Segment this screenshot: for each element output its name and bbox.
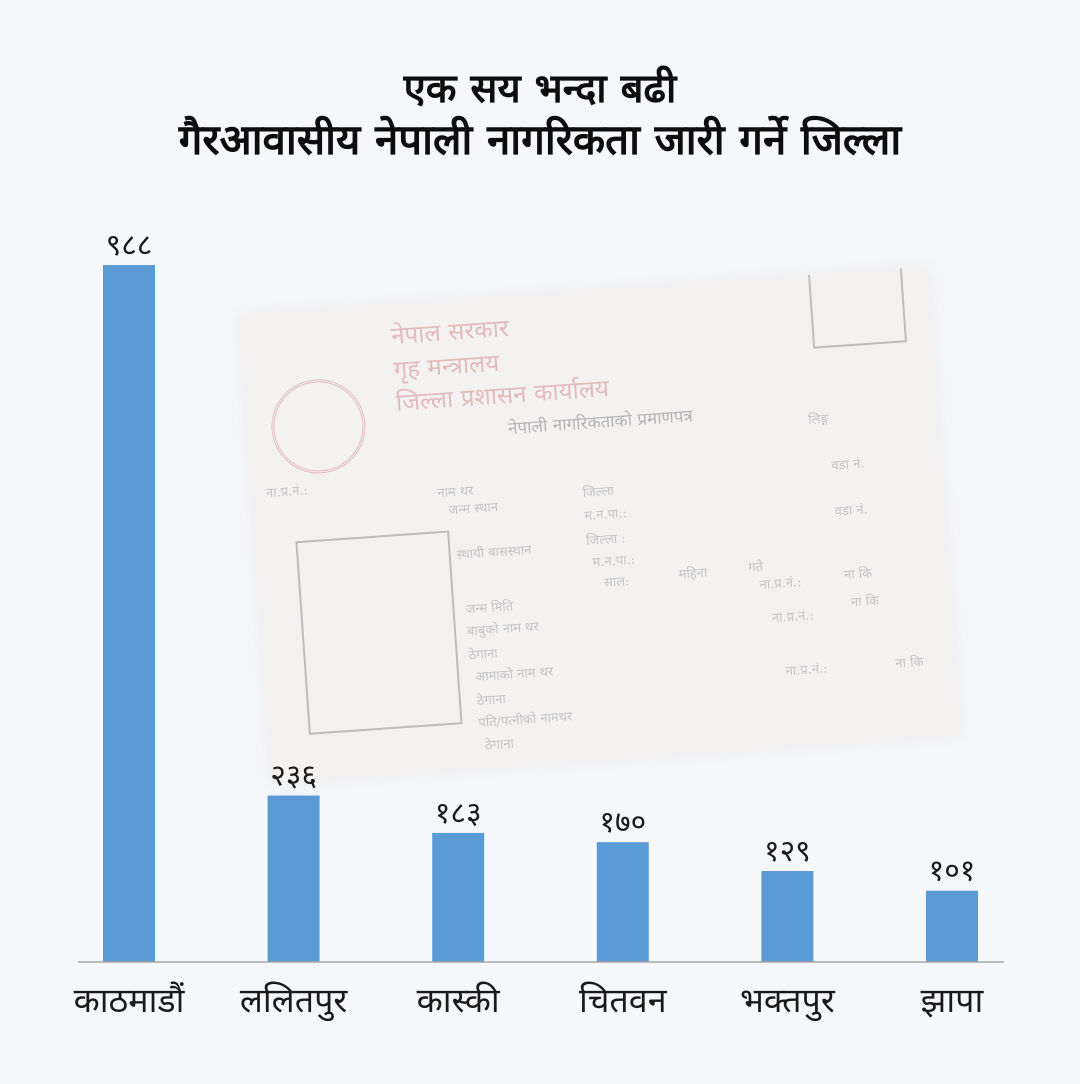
category-label: झापा — [921, 981, 985, 1021]
value-label: १७० — [599, 805, 646, 840]
category-label: कास्की — [417, 981, 501, 1021]
chart-title: एक सय भन्दा बढी गैरआवासीय नेपाली नागरिकत… — [0, 64, 1080, 167]
value-labels-group: ९८८ २३६ १८३ १७० १२९ १०१ — [106, 228, 976, 889]
value-label: ९८८ — [106, 228, 153, 263]
category-label: भक्तपुर — [740, 981, 836, 1022]
value-label: २३६ — [270, 759, 317, 794]
category-labels-group: काठमाडौं ललितपुर कास्की चितवन भक्तपुर झापा — [74, 981, 985, 1022]
bar — [267, 795, 320, 962]
value-label: १०१ — [929, 854, 976, 889]
bars-group — [103, 265, 978, 962]
bar — [103, 265, 155, 962]
value-label: १२९ — [764, 834, 811, 869]
category-label: काठमाडौं — [74, 981, 186, 1021]
chart-title-line2: गैरआवासीय नेपाली नागरिकता जारी गर्ने जिल… — [178, 115, 902, 164]
bar — [432, 832, 485, 962]
bar — [596, 842, 649, 962]
bar — [926, 890, 978, 962]
category-label: चितवन — [579, 981, 668, 1021]
category-label: ललितपुर — [240, 981, 349, 1022]
bar — [761, 871, 814, 962]
value-label: १८३ — [435, 796, 482, 831]
chart-title-line1: एक सय भन्दा बढी — [403, 66, 677, 112]
